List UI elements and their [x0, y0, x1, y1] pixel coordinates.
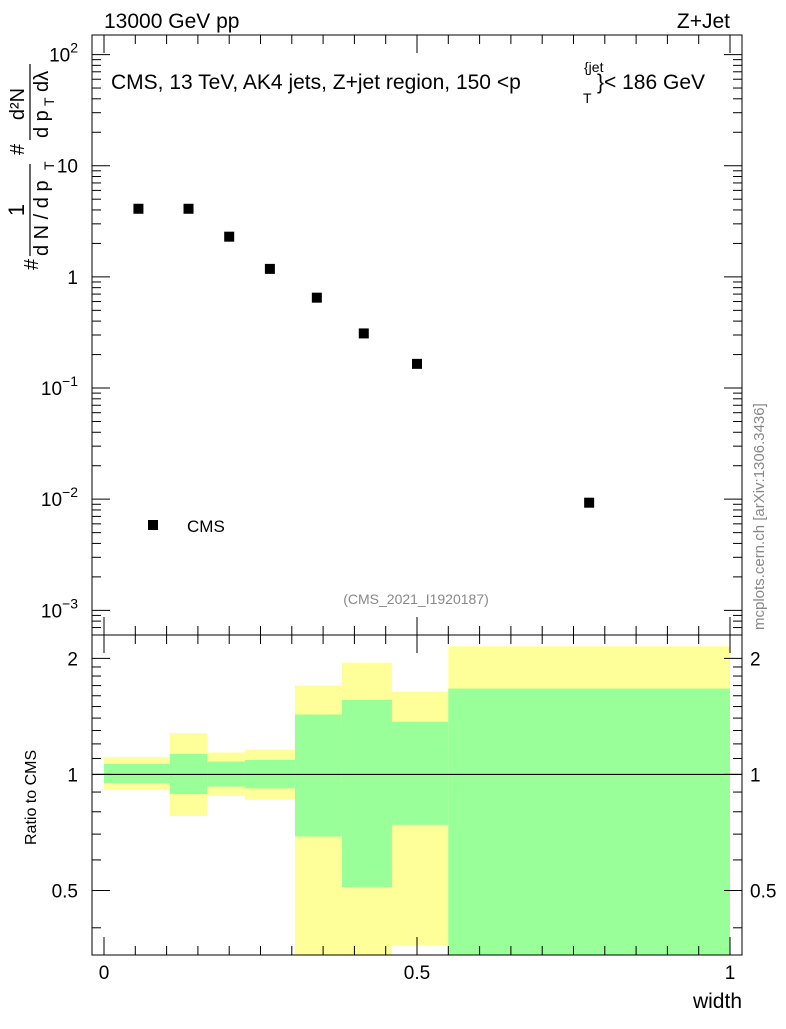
x-tick-label: 1 [725, 963, 736, 984]
ratio-band-green [341, 699, 392, 888]
y-axis-label-main: # 1 d N / d p T # d²N d p T dλ [4, 64, 57, 270]
ratio-band-green [104, 763, 170, 784]
y-label-frac2-den-tail: dλ [31, 71, 53, 92]
header-left: 13000 GeV pp [104, 10, 239, 33]
plot-title-main: CMS, 13 TeV, AK4 jets, Z+jet region, 150… [111, 71, 521, 94]
x-tick-label: 0 [99, 963, 110, 984]
data-point [264, 263, 275, 274]
ratio-y-ticks: 0.5 0.5 1 1 2 2 [52, 649, 776, 929]
data-point [183, 203, 194, 214]
header-right: Z+Jet [677, 10, 730, 33]
data-point [133, 203, 144, 214]
y-label-frac1-den: d N / d p [31, 180, 53, 256]
y-axis-label-ratio: Ratio to CMS [23, 750, 40, 845]
ratio-band-green [448, 688, 730, 955]
ratio-y-tick-label-right: 0.5 [750, 881, 776, 902]
y-label-hash2: # [7, 143, 29, 155]
data-point [311, 292, 322, 303]
plot-title-tail: }< 186 GeV [597, 71, 705, 94]
y-label-hash1: # [21, 258, 43, 270]
data-point [358, 328, 369, 339]
data-points [133, 203, 595, 508]
legend-marker [148, 520, 158, 530]
main-y-tick-label: 102 [49, 40, 78, 67]
ratio-y-tick-label: 1 [67, 765, 78, 786]
y-label-frac1-den-sub: T [41, 161, 57, 170]
main-y-tick-label: 10−1 [41, 373, 78, 400]
legend: CMS [148, 517, 225, 536]
plot-title-sup: {jet [584, 59, 604, 75]
x-tick-label: 0.5 [404, 963, 430, 984]
ratio-y-tick-label-right: 2 [750, 649, 761, 670]
ratio-band-green [391, 721, 449, 825]
ratio-y-tick-label: 0.5 [52, 881, 78, 902]
ratio-y-tick-label: 2 [67, 649, 78, 670]
main-y-tick-label: 10−2 [41, 484, 78, 511]
y-label-frac1-num: 1 [4, 204, 29, 216]
y-label-frac2-num: d²N [7, 88, 29, 120]
y-label-frac2-den-sub: T [41, 97, 57, 106]
data-point [224, 231, 235, 242]
ratio-band-green [294, 714, 342, 837]
ratio-bands [104, 646, 730, 955]
ratio-y-tick-label-right: 1 [750, 765, 761, 786]
main-y-ticks: 10−3 10−2 10−1 1 10 102 [41, 40, 742, 636]
main-y-tick-label: 10−3 [41, 595, 78, 622]
x-ticks: 0 0.5 1 [99, 35, 736, 984]
y-label-frac2-den: d p [31, 110, 53, 138]
plot-title: CMS, 13 TeV, AK4 jets, Z+jet region, 150… [111, 59, 705, 106]
main-y-tick-label: 1 [67, 268, 78, 289]
main-y-tick-label: 10 [57, 157, 78, 178]
analysis-id: (CMS_2021_I1920187) [343, 591, 489, 607]
watermark: mcplots.cern.ch [arXiv:1306.3436] [751, 403, 768, 630]
x-axis-label: width [692, 990, 742, 1013]
data-point [412, 358, 422, 369]
legend-label: CMS [187, 517, 225, 536]
plot-title-sub: T [583, 90, 592, 106]
main-plot-frame [91, 34, 743, 636]
data-point [584, 497, 595, 508]
